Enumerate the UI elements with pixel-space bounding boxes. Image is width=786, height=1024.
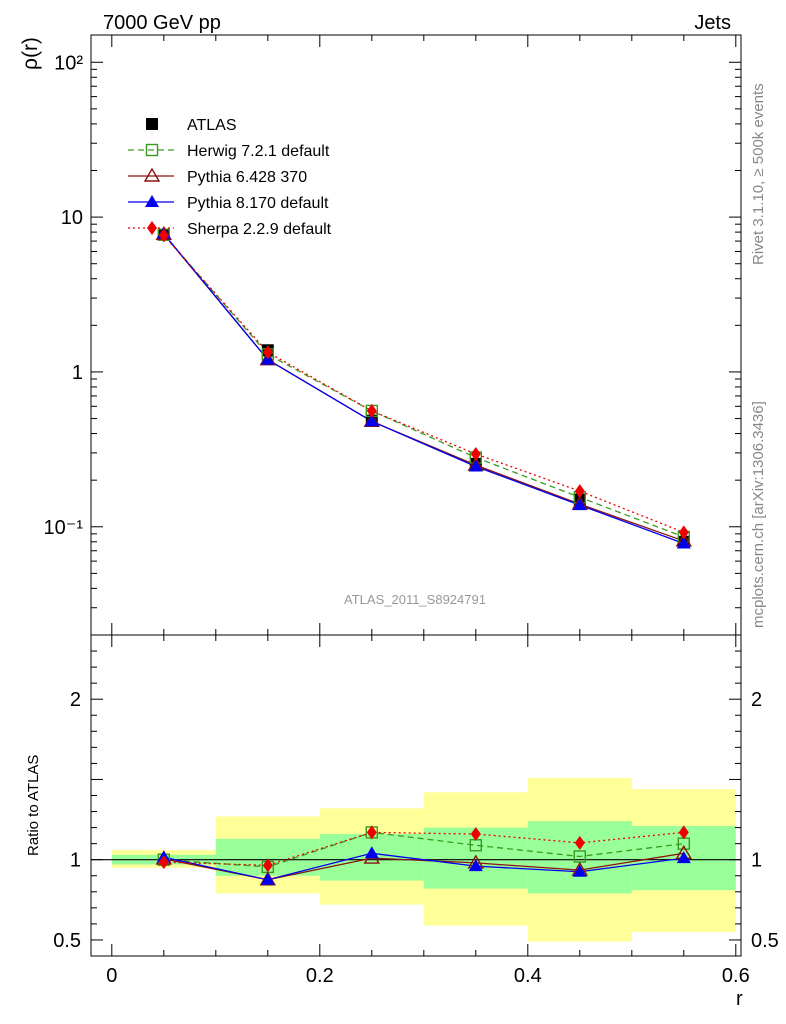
ratio-point-pythia8 — [364, 846, 379, 859]
main-y-tick-label: 10 — [61, 207, 83, 229]
main-y-tick-label: 10⁻¹ — [44, 517, 84, 539]
ratio-point-sherpa — [158, 855, 169, 870]
main-series-line-pythia8 — [163, 233, 685, 545]
ratio-series-line-pythia8 — [163, 852, 684, 881]
x-tick-label: 0.2 — [306, 965, 334, 987]
legend: ATLAS Herwig 7.2.1 default Pythia 6.428 37… — [128, 117, 332, 238]
ratio-y-tick-label-right: 0.5 — [751, 930, 779, 952]
legend-label-herwig: Herwig 7.2.1 default — [187, 143, 330, 160]
main-point-sherpa — [574, 484, 585, 499]
legend-marker-pythia8 — [145, 195, 159, 207]
rivet-version-label: Rivet 3.1.10, ≥ 500k events — [750, 83, 767, 265]
legend-marker-sherpa — [147, 221, 157, 235]
main-series-line-herwig — [163, 234, 685, 538]
legend-marker-herwig — [145, 143, 159, 157]
x-axis-label: r — [736, 988, 743, 1010]
ratio-y-axis-label: Ratio to ATLAS — [25, 755, 42, 856]
x-tick-label: 0.6 — [722, 965, 750, 987]
ratio-band-inner — [527, 821, 632, 894]
x-tick-label: 0 — [106, 965, 117, 987]
main-y-tick-label: 10² — [54, 52, 83, 74]
main-y-tick-label: 1 — [72, 362, 83, 384]
analysis-label: ATLAS_2011_S8924791 — [344, 592, 486, 607]
main-point-sherpa — [470, 447, 481, 462]
main-point-sherpa — [158, 228, 169, 243]
x-tick-label: 0.4 — [514, 965, 542, 987]
legend-label-pythia6: Pythia 6.428 370 — [187, 169, 307, 186]
ratio-y-tick-label-right: 1 — [751, 850, 762, 872]
legend-marker-pythia6 — [143, 167, 161, 182]
main-point-sherpa — [678, 525, 689, 540]
main-series-line-pythia6 — [163, 233, 685, 542]
ratio-y-tick-label: 0.5 — [53, 930, 81, 952]
ratio-point-sherpa — [470, 827, 481, 842]
main-point-pythia8 — [572, 498, 587, 511]
legend-label-pythia8: Pythia 8.170 default — [187, 195, 329, 212]
legend-label-atlas: ATLAS — [187, 117, 237, 134]
ratio-y-tick-label-right: 2 — [751, 689, 762, 711]
ratio-panel: 0.5 0.5 1 1 2 2 0 0.2 0.4 0.6 — [53, 634, 779, 987]
ratio-point-sherpa — [262, 858, 273, 873]
ratio-point-pythia8 — [572, 864, 587, 877]
ratio-y-tick-label: 1 — [70, 850, 81, 872]
ratio-y-tick-label: 2 — [70, 689, 81, 711]
main-point-pythia8 — [364, 414, 379, 427]
ratio-point-pythia8 — [676, 851, 691, 864]
ratio-series-line-sherpa — [163, 831, 684, 866]
header-right-label: Jets — [694, 12, 731, 34]
ratio-point-sherpa — [574, 835, 585, 850]
main-series-line-sherpa — [163, 235, 685, 533]
main-point-pythia8 — [468, 459, 483, 472]
header-left-label: 7000 GeV pp — [103, 12, 221, 34]
mcplots-label: mcplots.cern.ch [arXiv:1306.3436] — [750, 401, 767, 628]
main-point-pythia8 — [676, 536, 691, 549]
legend-label-sherpa: Sherpa 2.2.9 default — [187, 221, 332, 238]
main-point-sherpa — [366, 403, 377, 418]
ratio-point-pythia8 — [260, 872, 275, 885]
main-y-axis-label: ρ(r) — [19, 37, 42, 70]
main-panel: 10⁻¹ 1 10 10² — [44, 34, 742, 636]
ratio-point-sherpa — [678, 825, 689, 840]
ratio-point-sherpa — [366, 825, 377, 840]
legend-marker-atlas — [146, 118, 158, 130]
ratio-series-line-herwig — [163, 831, 684, 868]
main-point-sherpa — [262, 345, 273, 360]
ratio-point-pythia8 — [468, 859, 483, 872]
